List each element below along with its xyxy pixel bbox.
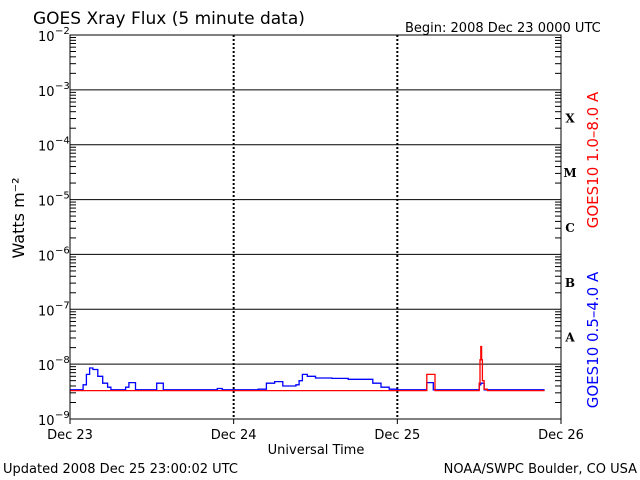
- y-tick-base: 10: [38, 414, 55, 429]
- y-tick-exponent: −4: [55, 136, 70, 147]
- y-tick-label: 10 −4: [38, 136, 70, 155]
- y-tick-label: 10 −6: [38, 245, 70, 264]
- flare-class-label: A: [564, 331, 575, 345]
- y-tick-label: 10 −7: [38, 300, 70, 319]
- legend-goes10-short: GOES10 0.5–4.0 A: [584, 271, 602, 408]
- series-lines: [70, 345, 545, 392]
- y-tick-base: 10: [38, 195, 55, 210]
- y-tick-base: 10: [38, 30, 55, 45]
- y-tick-exponent: −6: [55, 245, 70, 256]
- y-tick-base: 10: [38, 249, 55, 264]
- x-tick-label: Dec 25: [374, 428, 420, 443]
- y-tick-exponent: −9: [55, 410, 70, 421]
- y-tick-base: 10: [38, 359, 55, 374]
- y-axis-label: Watts m⁻²: [9, 177, 28, 258]
- y-tick-exponent: −7: [55, 300, 70, 311]
- flare-class-label: B: [565, 276, 575, 290]
- y-tick-exponent: −5: [55, 191, 70, 202]
- chart-title: GOES Xray Flux (5 minute data): [33, 9, 305, 29]
- plot-frame: [69, 34, 562, 420]
- credit-text: NOAA/SWPC Boulder, CO USA: [444, 462, 637, 477]
- grid: [70, 34, 561, 420]
- y-tick-exponent: −3: [55, 81, 70, 92]
- y-tick-base: 10: [38, 85, 55, 100]
- x-tick-label: Dec 23: [47, 428, 93, 443]
- x-tick-label: Dec 24: [211, 428, 257, 443]
- legend-goes10-long: GOES10 1.0–8.0 A: [584, 91, 602, 228]
- series-line-short: [70, 367, 545, 391]
- y-tick-base: 10: [38, 140, 55, 155]
- y-tick-exponent: −2: [55, 26, 70, 37]
- x-axis-label: Universal Time: [268, 443, 365, 458]
- x-tick-label: Dec 26: [538, 428, 584, 443]
- y-tick-exponent: −8: [55, 355, 70, 366]
- updated-timestamp: Updated 2008 Dec 25 23:00:02 UTC: [3, 462, 238, 477]
- y-tick-label: 10 −9: [38, 410, 70, 429]
- y-tick-base: 10: [38, 304, 55, 319]
- y-tick-label: 10 −3: [38, 81, 70, 100]
- y-tick-label: 10 −8: [38, 355, 70, 374]
- series-line-long: [70, 345, 545, 392]
- y-tick-label: 10 −5: [38, 191, 70, 210]
- flare-class-label: X: [565, 111, 575, 125]
- flare-class-label: C: [565, 221, 575, 235]
- y-tick-label: 10 −2: [38, 26, 70, 45]
- begin-time: Begin: 2008 Dec 23 0000 UTC: [405, 21, 601, 36]
- flare-class-label: M: [563, 166, 576, 180]
